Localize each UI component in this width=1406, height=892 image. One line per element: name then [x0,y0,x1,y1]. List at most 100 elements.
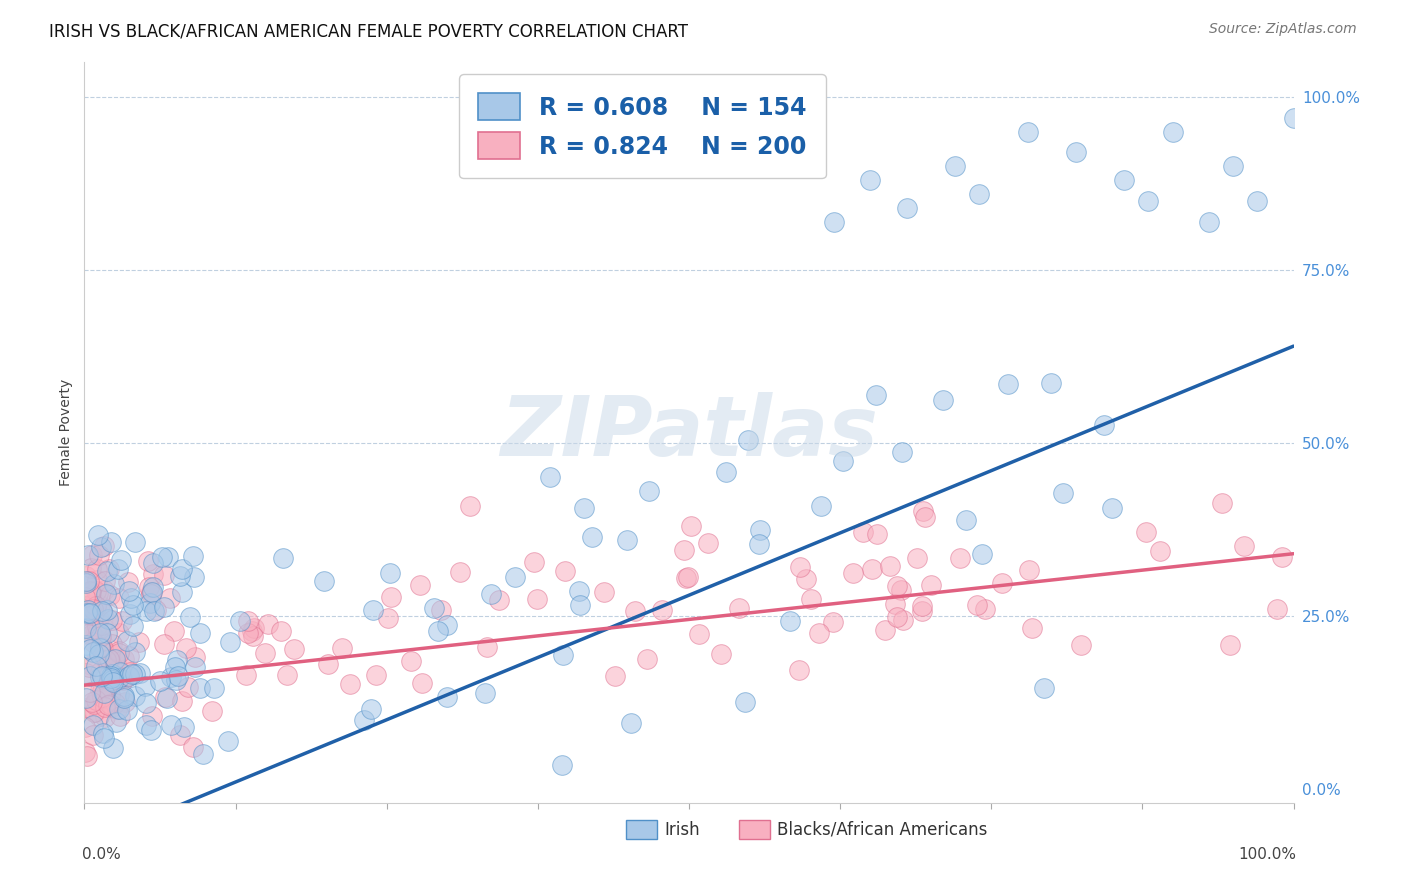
Blacks/African Americans [170,694,193,708]
Blacks/African Americans [75,666,97,681]
Irish [865,388,887,402]
Blacks/African Americans [108,672,131,686]
Blacks/African Americans [84,624,107,639]
Irish [218,635,240,649]
Blacks/African Americans [80,560,103,574]
Blacks/African Americans [886,610,908,624]
Irish [97,612,120,626]
Blacks/African Americans [603,669,626,683]
Blacks/African Americans [141,585,163,599]
Blacks/African Americans [112,652,135,666]
Blacks/African Americans [966,598,988,612]
Blacks/African Americans [449,565,471,579]
Irish [89,626,111,640]
Blacks/African Americans [728,601,751,615]
Irish [932,392,955,407]
Irish [75,638,97,652]
Irish [75,574,97,588]
Irish [143,603,166,617]
Text: Irish: Irish [664,821,700,838]
Blacks/African Americans [176,640,198,655]
Irish [1198,214,1220,228]
Blacks/African Americans [316,657,339,672]
Blacks/African Americans [1218,638,1240,652]
Blacks/African Americans [82,695,104,709]
Irish [103,670,125,684]
Blacks/African Americans [82,635,104,649]
Irish [90,540,112,554]
Irish [1137,194,1160,208]
Blacks/African Americans [240,624,263,638]
Irish [538,470,561,484]
Blacks/African Americans [107,644,129,658]
Irish [943,159,966,173]
Blacks/African Americans [1265,602,1288,616]
Irish [141,584,163,599]
Blacks/African Americans [1149,543,1171,558]
Irish [91,725,114,739]
Blacks/African Americans [108,646,131,660]
Blacks/African Americans [624,604,647,618]
Irish [141,581,163,595]
Irish [101,675,124,690]
Irish [620,716,643,731]
Blacks/African Americans [101,699,124,714]
Blacks/African Americans [91,692,114,706]
Blacks/African Americans [339,677,361,691]
Irish [91,604,114,618]
Blacks/African Americans [399,654,422,668]
Blacks/African Americans [93,699,115,714]
Irish [96,587,118,601]
Blacks/African Americans [1233,539,1256,553]
Blacks/African Americans [883,597,905,611]
Irish [107,671,129,685]
Blacks/African Americans [118,648,141,663]
Blacks/African Americans [920,577,942,591]
Blacks/African Americans [823,615,845,629]
Blacks/African Americans [98,697,121,711]
Irish [160,670,183,684]
Irish [970,547,993,561]
Irish [173,720,195,734]
Blacks/African Americans [98,588,121,602]
Blacks/African Americans [235,668,257,682]
Blacks/African Americans [679,519,702,533]
Blacks/African Americans [243,621,266,635]
Irish [166,669,188,683]
Blacks/African Americans [169,728,191,742]
Blacks/African Americans [890,582,912,597]
Irish [76,606,98,620]
Irish [118,607,141,622]
Blacks/African Americans [83,697,105,711]
Blacks/African Americans [77,574,100,589]
Irish [100,669,122,683]
Blacks/African Americans [411,676,433,690]
Blacks/African Americans [651,603,673,617]
Irish [1052,485,1074,500]
Blacks/African Americans [86,619,108,633]
Blacks/African Americans [75,569,97,583]
Blacks/African Americans [460,499,482,513]
Blacks/African Americans [86,574,108,588]
Irish [96,564,118,578]
Irish [120,591,142,606]
Irish [737,433,759,447]
Blacks/African Americans [891,613,914,627]
Irish [832,454,855,468]
Irish [581,530,603,544]
Blacks/African Americans [430,602,453,616]
Irish [183,569,205,583]
Blacks/African Americans [242,629,264,643]
Irish [810,499,832,513]
Irish [896,201,918,215]
Irish [112,690,135,705]
Blacks/African Americans [142,566,165,581]
Blacks/African Americans [253,646,276,660]
Blacks/African Americans [91,641,114,656]
Blacks/African Americans [89,640,111,654]
Blacks/African Americans [852,525,875,540]
Irish [169,569,191,583]
Blacks/African Americans [79,660,101,674]
Blacks/African Americans [688,627,710,641]
Blacks/African Americans [153,567,176,582]
